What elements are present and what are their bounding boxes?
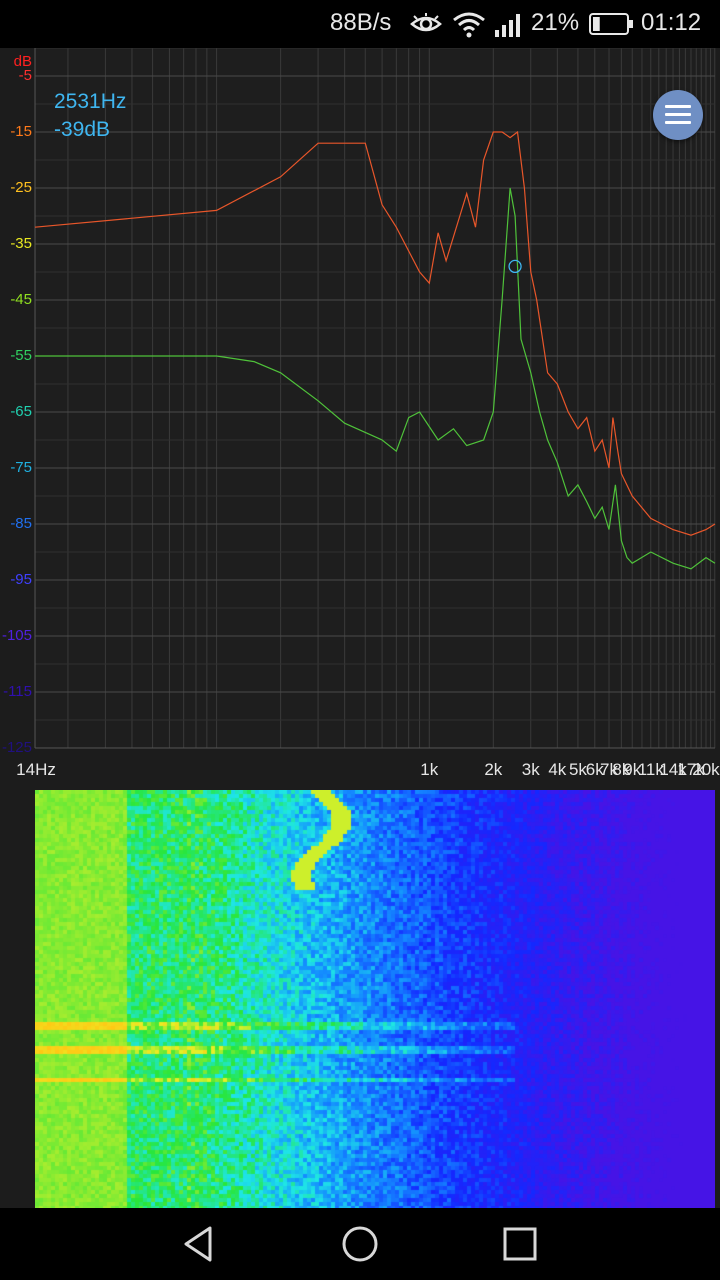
clock-time: 01:12	[641, 9, 702, 36]
y-tick-label: -125	[1, 739, 32, 756]
y-axis-unit: dB	[13, 53, 32, 70]
y-tick-label: -5	[18, 67, 32, 84]
x-tick-label: 8k	[612, 760, 631, 779]
level-readout: -39dB	[54, 118, 111, 141]
signal-icon	[495, 14, 520, 37]
battery-icon	[589, 13, 633, 35]
series-line-2	[35, 187, 716, 570]
y-tick-label: -65	[10, 403, 32, 420]
y-tick-label: -25	[10, 179, 32, 196]
spectrum-plot[interactable]: dB -5 -15 -25 -35 -45 -55 -65 -75 -85 -95 -105 -115…	[0, 48, 720, 786]
y-tick-label: -75	[10, 459, 32, 476]
y-tick-label: -85	[10, 515, 32, 532]
frequency-readout: 2531Hz	[54, 90, 127, 113]
navigation-bar	[0, 1208, 720, 1280]
network-speed: 88B/s	[330, 9, 392, 36]
wifi-icon	[453, 12, 485, 38]
x-tick-label: 17k	[677, 760, 705, 779]
home-button[interactable]	[338, 1222, 382, 1266]
x-tick-label: 14Hz	[16, 760, 56, 779]
y-tick-label: -105	[1, 627, 32, 644]
y-tick-label: -35	[10, 235, 32, 252]
spectrogram-canvas	[35, 790, 715, 1208]
spectrum-chart[interactable]	[0, 48, 720, 786]
back-button[interactable]	[178, 1222, 222, 1266]
y-tick-label: -15	[10, 123, 32, 140]
series-line-1	[34, 130, 716, 536]
plot-area	[35, 48, 715, 748]
x-tick-label: 11k	[637, 760, 664, 779]
spectrogram[interactable]	[35, 790, 715, 1208]
x-tick-label: 7k	[600, 760, 618, 779]
x-tick-label: 14k	[659, 760, 687, 779]
x-tick-label: 1k	[420, 760, 439, 779]
x-tick-label: 4k	[548, 760, 567, 779]
recents-icon	[503, 1227, 537, 1261]
home-icon	[342, 1226, 378, 1262]
y-tick-label: -95	[10, 571, 32, 588]
x-tick-label: 6k	[585, 760, 604, 779]
recents-button[interactable]	[498, 1222, 542, 1266]
back-icon	[184, 1226, 212, 1262]
y-tick-label: -55	[10, 347, 32, 364]
menu-button[interactable]	[653, 90, 703, 140]
x-tick-label: 3k	[521, 760, 540, 779]
eye-icon	[410, 13, 442, 32]
hamburger-menu-icon	[665, 105, 691, 108]
y-tick-label: -45	[10, 291, 32, 308]
x-tick-label: 9k	[623, 760, 642, 779]
status-bar: 88B/s 21% 01:12	[0, 0, 720, 48]
x-tick-label: 5k	[568, 760, 587, 779]
cursor-marker	[508, 259, 522, 274]
battery-percent: 21%	[531, 9, 580, 36]
y-tick-label: -115	[3, 683, 32, 700]
x-tick-label: 2k	[484, 760, 503, 779]
x-tick-label: 20k	[692, 760, 720, 779]
